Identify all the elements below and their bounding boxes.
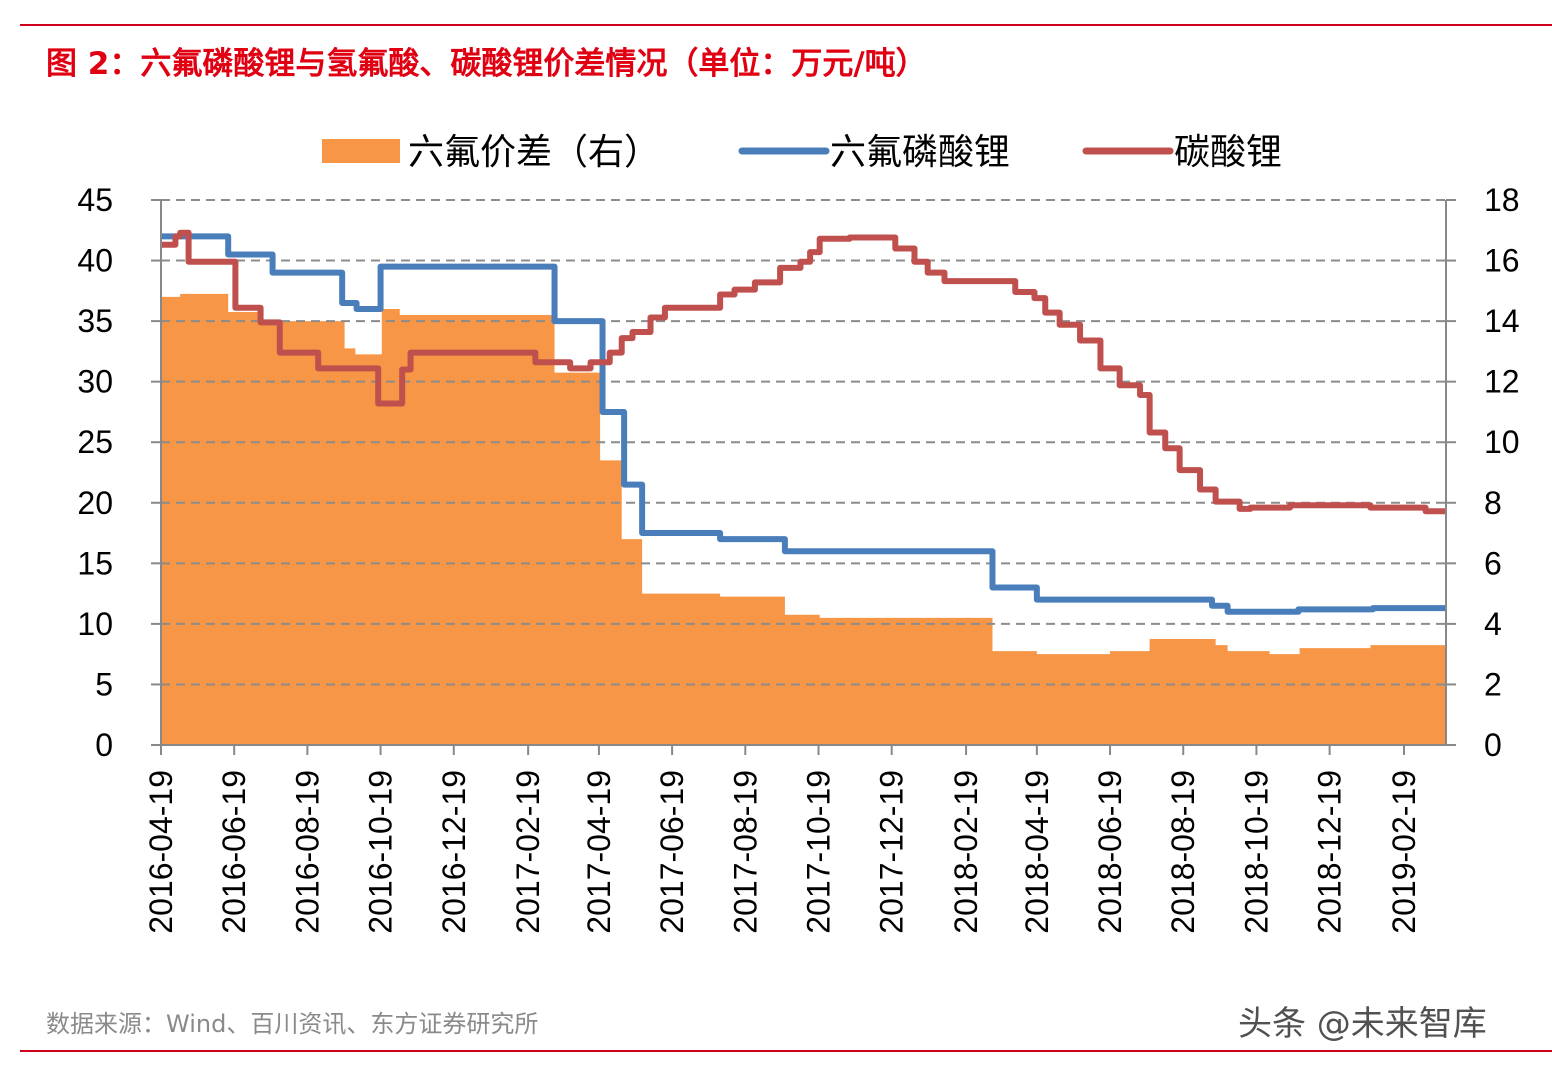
x-tick-label: 2017-06-19 <box>654 770 690 934</box>
left-tick-label: 0 <box>95 727 113 763</box>
right-tick-label: 12 <box>1484 364 1520 400</box>
x-tick-label: 2017-02-19 <box>510 770 546 934</box>
bottom-rule <box>20 1050 1552 1052</box>
chart-title: 图 2：六氟磷酸锂与氢氟酸、碳酸锂价差情况（单位：万元/吨） <box>46 46 927 82</box>
x-tick-label: 2016-04-19 <box>143 770 179 934</box>
left-tick-label: 5 <box>95 666 113 702</box>
x-tick-label: 2016-08-19 <box>289 770 325 934</box>
x-tick-label: 2017-04-19 <box>581 770 617 934</box>
series-line-li2co3 <box>161 229 1446 515</box>
right-tick-label: 14 <box>1484 303 1520 339</box>
x-tick-label: 2016-06-19 <box>216 770 252 934</box>
right-tick-label: 10 <box>1484 424 1520 460</box>
left-tick-label: 15 <box>77 545 113 581</box>
right-tick-label: 2 <box>1484 666 1502 702</box>
left-tick-label: 20 <box>77 485 113 521</box>
legend-swatch-spread <box>322 139 400 163</box>
x-tick-label: 2017-12-19 <box>874 770 910 934</box>
left-tick-label: 10 <box>77 606 113 642</box>
left-tick-label: 40 <box>77 243 113 279</box>
legend-label: 六氟磷酸锂 <box>830 132 1010 173</box>
x-tick-label: 2018-12-19 <box>1312 770 1348 934</box>
right-tick-label: 0 <box>1484 727 1502 763</box>
top-rule <box>20 24 1552 26</box>
right-tick-label: 6 <box>1484 545 1502 581</box>
x-tick-label: 2017-10-19 <box>800 770 836 934</box>
x-tick-label: 2018-02-19 <box>948 770 984 934</box>
x-tick-label: 2019-02-19 <box>1386 770 1422 934</box>
left-tick-label: 30 <box>77 364 113 400</box>
right-tick-label: 16 <box>1484 243 1520 279</box>
watermark: 头条 @未来智库 <box>1238 1004 1487 1044</box>
x-tick-label: 2016-12-19 <box>436 770 472 934</box>
left-tick-label: 45 <box>77 182 113 218</box>
x-tick-label: 2018-08-19 <box>1165 770 1201 934</box>
series-line-lipf6 <box>161 233 1446 615</box>
x-tick-label: 2018-06-19 <box>1092 770 1128 934</box>
x-tick-label: 2016-10-19 <box>363 770 399 934</box>
series-area-spread <box>161 293 1446 745</box>
left-tick-label: 25 <box>77 424 113 460</box>
x-tick-label: 2018-10-19 <box>1238 770 1274 934</box>
x-tick-label: 2017-08-19 <box>727 770 763 934</box>
legend-label: 六氟价差（右） <box>408 132 660 173</box>
x-tick-label: 2018-04-19 <box>1019 770 1055 934</box>
right-tick-label: 8 <box>1484 485 1502 521</box>
right-tick-label: 4 <box>1484 606 1502 642</box>
legend-label: 碳酸锂 <box>1174 132 1282 173</box>
right-tick-label: 18 <box>1484 182 1520 218</box>
source-note: 数据来源：Wind、百川资讯、东方证券研究所 <box>46 1010 539 1038</box>
left-tick-label: 35 <box>77 303 113 339</box>
